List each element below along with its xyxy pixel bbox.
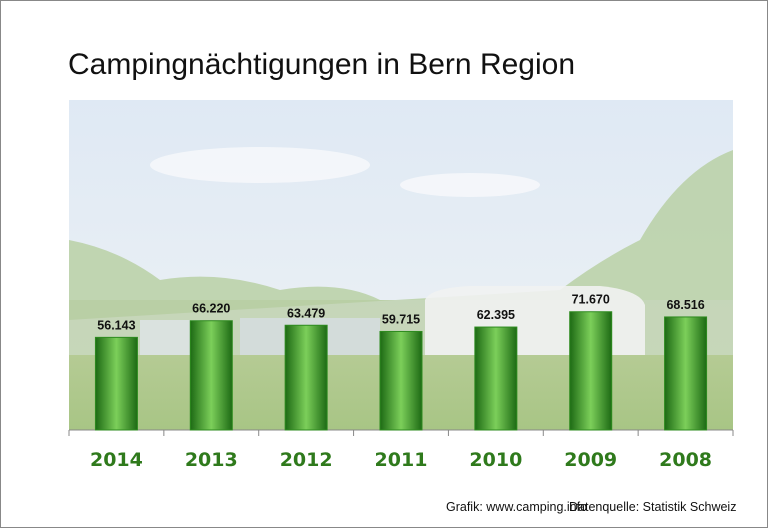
bar — [189, 320, 233, 431]
x-tick-label: 2008 — [659, 449, 712, 471]
value-label: 66.220 — [192, 302, 230, 316]
footer-credit: Grafik: www.camping.info — [446, 500, 587, 514]
value-label: 56.143 — [97, 318, 135, 332]
bar — [569, 311, 613, 431]
footer-source: Datenquelle: Statistik Schweiz — [569, 500, 736, 514]
bar — [664, 316, 708, 431]
value-label: 63.479 — [287, 306, 325, 320]
value-label: 68.516 — [666, 298, 704, 312]
chart-title: Campingnächtigungen in Bern Region — [68, 48, 575, 81]
value-label: 59.715 — [382, 312, 420, 326]
x-tick-label: 2012 — [280, 449, 333, 471]
x-tick-label: 2013 — [185, 449, 238, 471]
bar — [474, 326, 518, 431]
bar — [94, 336, 138, 431]
value-label: 62.395 — [477, 308, 515, 322]
x-tick-label: 2009 — [564, 449, 617, 471]
x-tick-label: 2010 — [469, 449, 522, 471]
bar — [379, 330, 423, 431]
x-tick-label: 2014 — [90, 449, 143, 471]
bar — [284, 324, 328, 431]
x-tick-label: 2011 — [375, 449, 428, 471]
value-label: 71.670 — [572, 293, 610, 307]
